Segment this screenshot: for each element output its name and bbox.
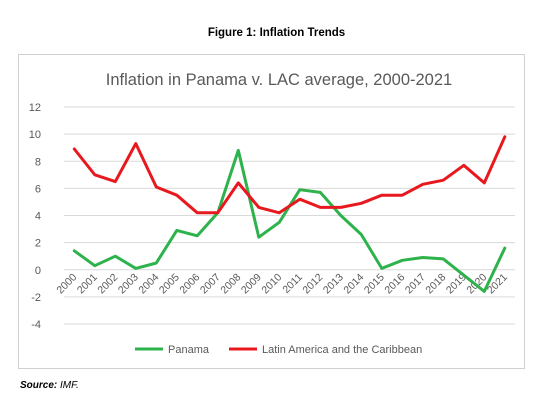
x-tick-label: 2017 [403,271,428,296]
y-tick-label: 4 [35,211,41,223]
x-tick-label: 2018 [423,271,448,296]
x-tick-label: 2002 [95,271,120,296]
figure-title: Figure 1: Inflation Trends [207,27,346,39]
x-tick-label: 2001 [75,271,100,296]
chart-title: Inflation in Panama v. LAC average, 2000… [106,71,452,89]
x-tick-label: 2000 [54,271,79,296]
x-tick-label: 2005 [157,271,182,296]
source-note: Source: IMF. [20,380,79,391]
x-tick-label: 2016 [382,271,407,296]
y-tick-label: 10 [29,129,41,141]
legend: Panama Latin America and the Caribbean [135,344,422,356]
series-line-lac [72,135,507,215]
x-tick-label: 2012 [300,271,325,296]
x-tick-label: 2015 [362,271,387,296]
y-tick-label: 8 [35,156,41,168]
y-tick-label: 0 [35,265,41,277]
source-label: Source: [20,380,58,391]
x-tick-label: 2008 [218,271,243,296]
x-tick-label: 2009 [239,271,264,296]
x-tick-label: 2007 [198,271,223,296]
legend-label-panama: Panama [168,344,210,356]
y-tick-label: 2 [35,238,41,250]
y-tick-label: 6 [35,183,41,195]
x-tick-label: 2014 [341,271,366,296]
x-tick-label: 2003 [116,271,141,296]
x-tick-label: 2006 [177,271,202,296]
source-value: IMF. [60,380,79,391]
inflation-line-chart: Inflation in Panama v. LAC average, 2000… [29,71,515,356]
x-tick-label: 2004 [136,271,161,296]
y-tick-label: -4 [31,319,41,331]
y-axis-ticks: 12 10 8 6 4 2 0 -2 -4 [29,102,41,331]
x-tick-label: 2011 [280,271,305,296]
x-tick-label: 2010 [259,271,284,296]
chart-frame: Inflation in Panama v. LAC average, 2000… [18,54,525,369]
x-axis-ticks: 2000200120022003200420052006200720082009… [54,271,510,296]
grid-lines [64,106,515,325]
y-tick-label: -2 [31,292,41,304]
y-tick-label: 12 [29,102,41,114]
x-tick-label: 2013 [321,271,346,296]
series-lines [72,135,507,293]
legend-label-lac: Latin America and the Caribbean [262,344,422,356]
